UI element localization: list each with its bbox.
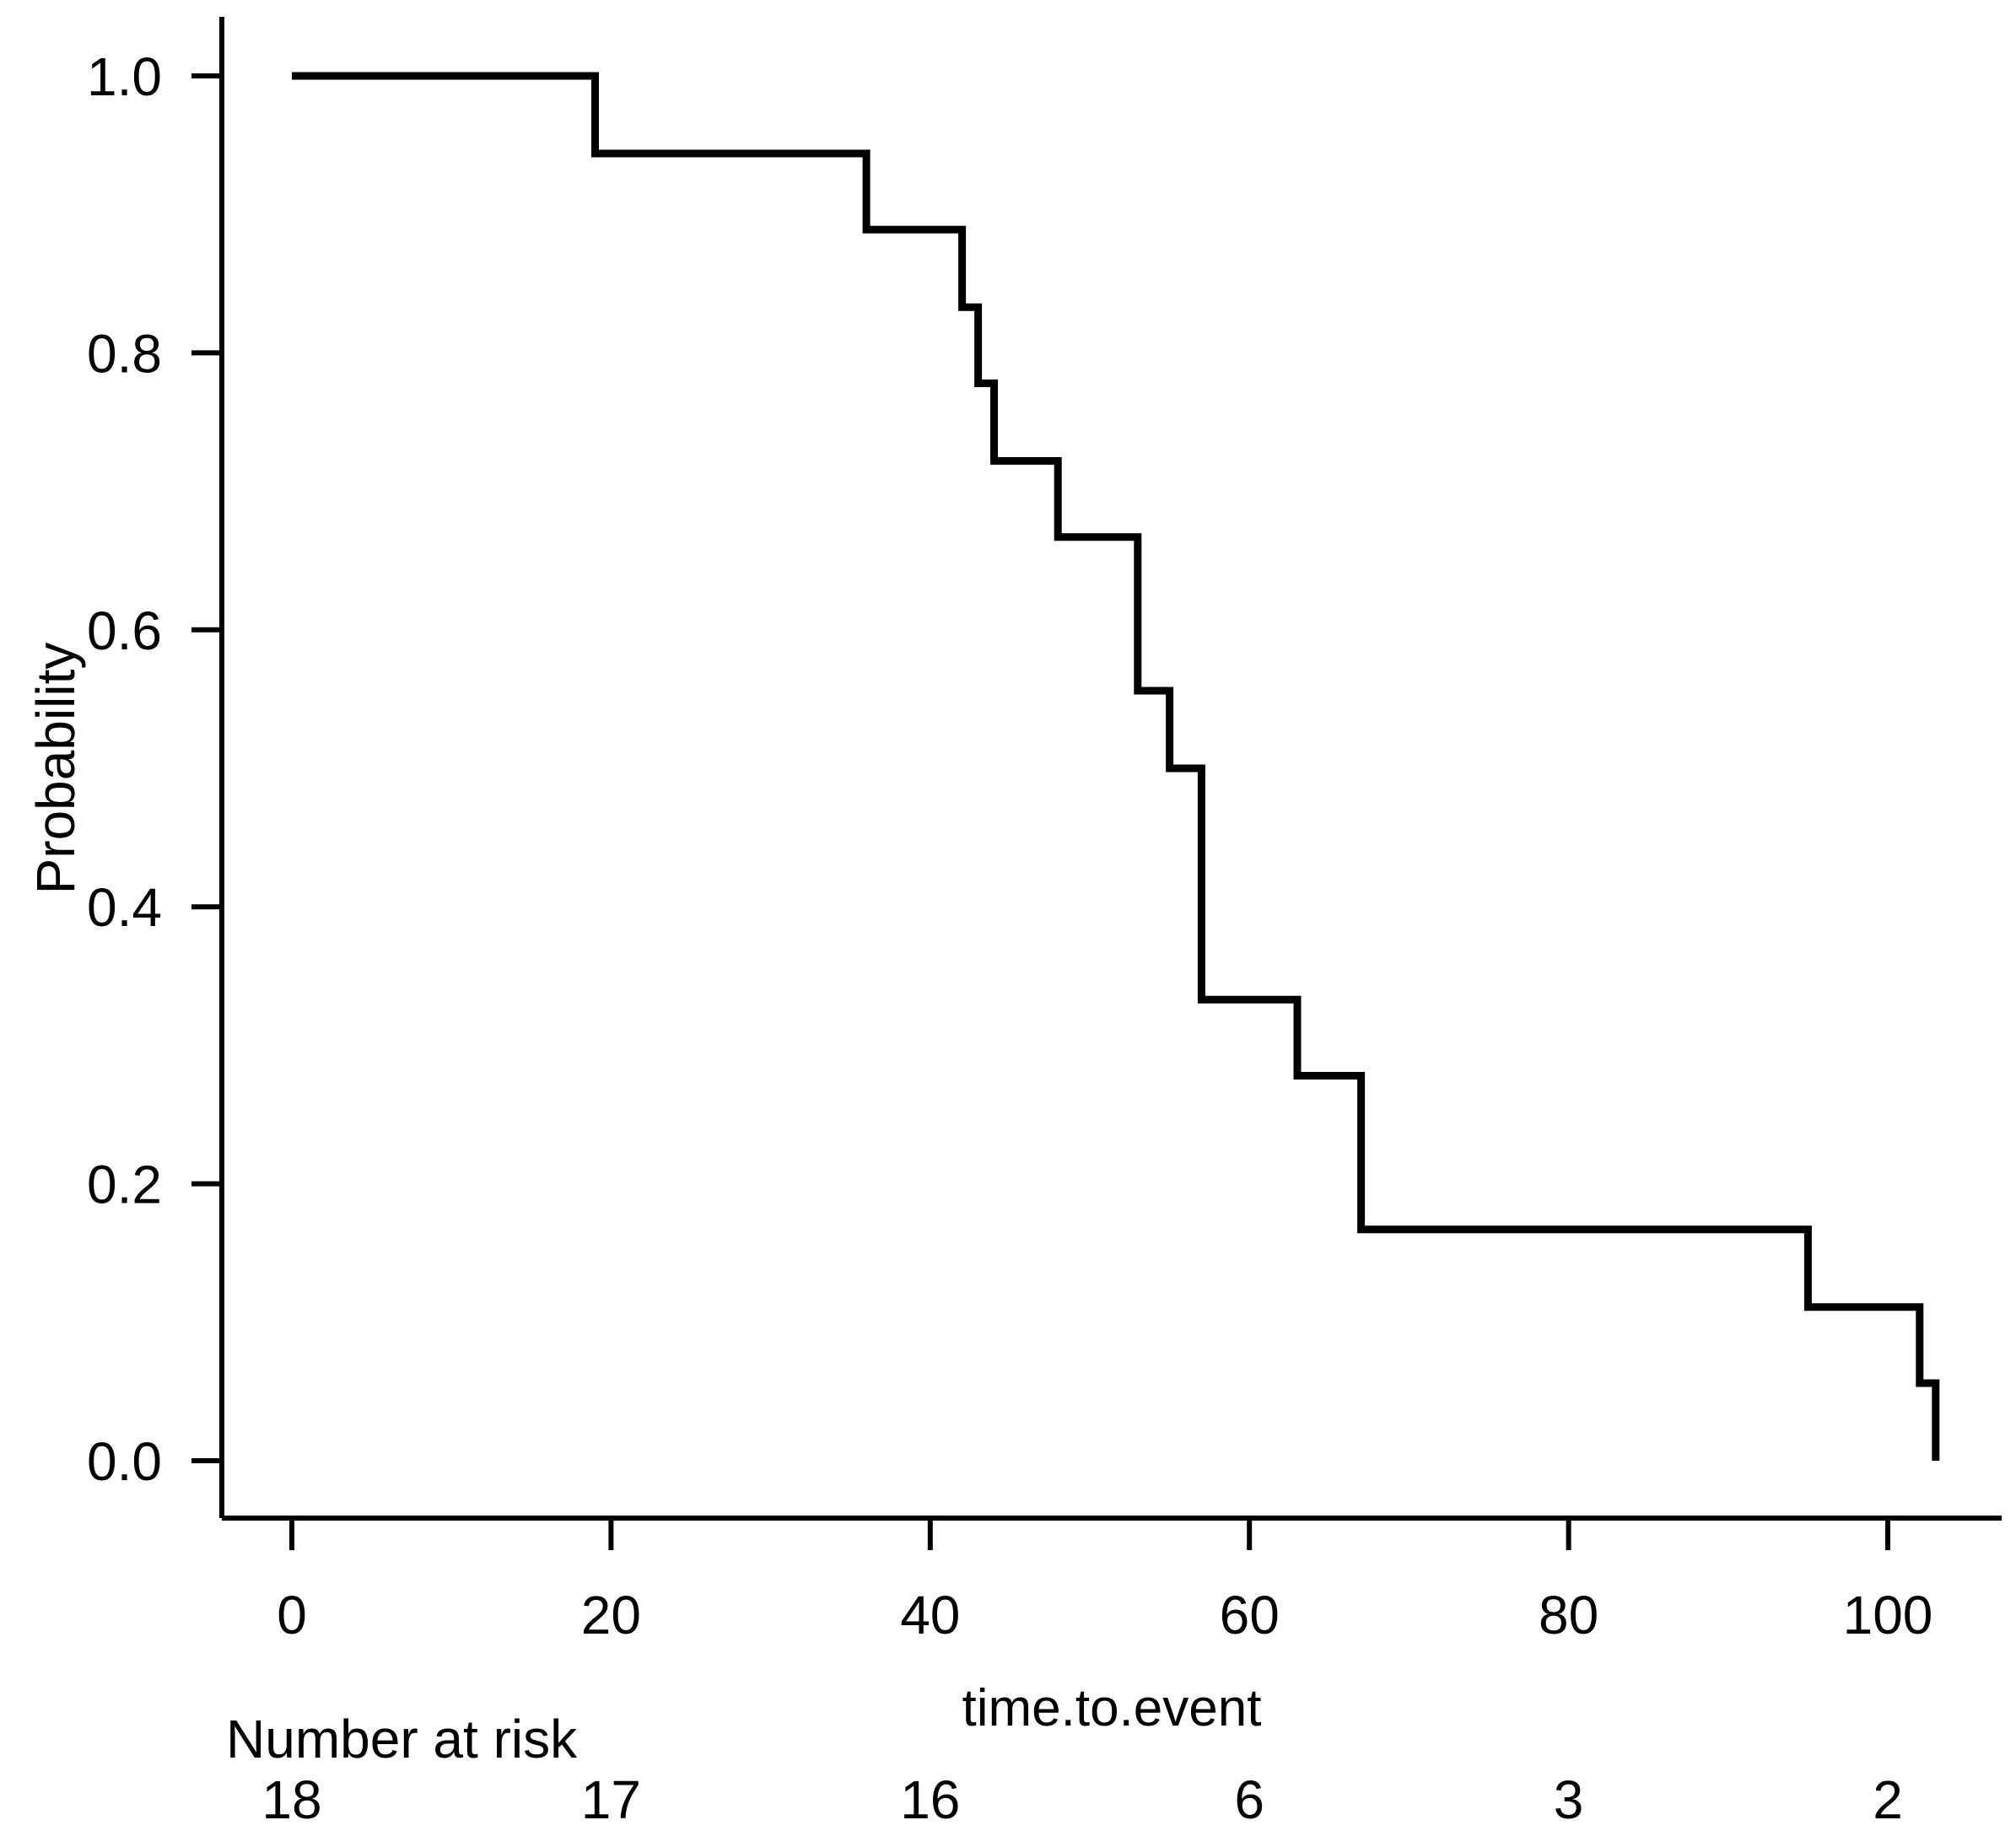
x-tick-label: 40 bbox=[900, 1585, 960, 1645]
risk-count: 2 bbox=[1873, 1769, 1903, 1830]
risk-count: 6 bbox=[1234, 1769, 1264, 1830]
risk-table-label: Number at risk bbox=[226, 1709, 578, 1769]
y-tick-label: 0.8 bbox=[87, 323, 162, 384]
x-tick-label: 100 bbox=[1843, 1585, 1933, 1645]
risk-table-counts: 18 17 16 6 3 2 bbox=[261, 1769, 1902, 1830]
risk-count: 16 bbox=[900, 1769, 960, 1830]
x-tick-label: 0 bbox=[277, 1585, 307, 1645]
y-tick-label: 1.0 bbox=[87, 46, 162, 107]
x-tick-label: 20 bbox=[581, 1585, 641, 1645]
y-axis-title: Probability bbox=[25, 643, 86, 895]
y-tick-label: 0.4 bbox=[87, 877, 162, 938]
risk-count: 18 bbox=[261, 1769, 321, 1830]
x-tick-label: 80 bbox=[1539, 1585, 1598, 1645]
risk-count: 3 bbox=[1554, 1769, 1584, 1830]
y-tick-label: 0.2 bbox=[87, 1155, 162, 1215]
y-tick-label: 0.0 bbox=[87, 1431, 162, 1492]
y-axis-ticks: 0.0 0.2 0.4 0.6 0.8 1.0 bbox=[87, 46, 222, 1492]
y-tick-label: 0.6 bbox=[87, 600, 162, 661]
x-axis-ticks: 0 20 40 60 80 100 bbox=[277, 1518, 1932, 1645]
survival-curve bbox=[292, 72, 1940, 1461]
risk-count: 17 bbox=[581, 1769, 641, 1830]
x-axis-title: time.to.event bbox=[962, 1679, 1262, 1737]
x-tick-label: 60 bbox=[1220, 1585, 1280, 1645]
